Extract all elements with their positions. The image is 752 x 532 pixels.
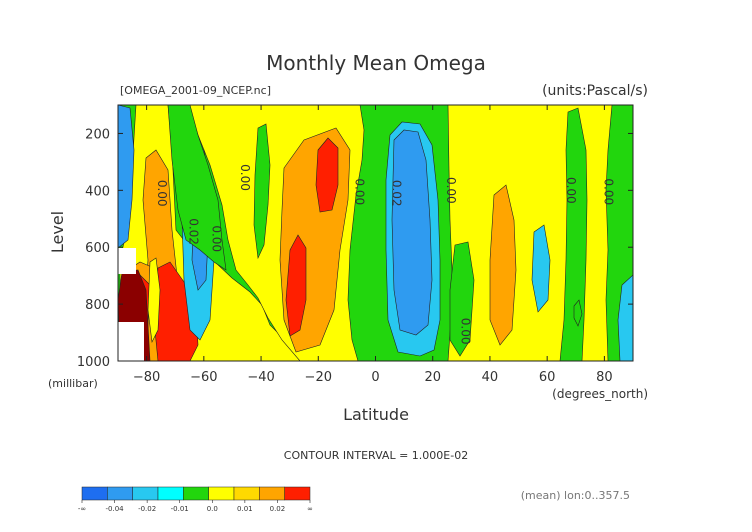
green-sliver-west — [253, 123, 271, 260]
missing-data-patch — [118, 248, 136, 274]
x-axis: −80 −60 −40 −20 0 20 40 60 80 — [133, 105, 613, 385]
x-tick-label: −80 — [133, 370, 160, 385]
x-tick-label: −60 — [190, 370, 217, 385]
chart-title: Monthly Mean Omega — [266, 51, 486, 75]
cyan-cell-pole — [617, 274, 633, 361]
x-unit-label: (degrees_north) — [552, 387, 648, 401]
colorbar-swatch — [233, 486, 260, 501]
y-tick-label: 1000 — [77, 355, 110, 370]
x-tick-label: 60 — [539, 370, 556, 385]
mean-label: (mean) lon:0..357.5 — [521, 489, 630, 502]
contour-label: 0.00 — [155, 180, 169, 207]
units-label: (units:Pascal/s) — [542, 83, 648, 99]
x-tick-label: 80 — [596, 370, 613, 385]
x-tick-label: −40 — [247, 370, 274, 385]
colorbar-label: ∞ — [307, 505, 313, 513]
x-tick-label: 20 — [424, 370, 441, 385]
contour-label: 0.02 — [187, 218, 201, 245]
colorbar-label: -0.02 — [138, 505, 156, 513]
green-column-south — [167, 105, 227, 271]
contour-label: 0.00 — [238, 164, 252, 191]
contour-label: 0.00 — [601, 178, 615, 205]
contour-label: 0.00 — [209, 225, 223, 252]
y-axis-title: Level — [48, 211, 67, 253]
green-speck-north — [573, 299, 583, 327]
contour-labels: 0.00 0.02 0.00 0.00 0.00 0.02 0.00 0.00 0.00 0.00 — [155, 164, 615, 344]
y-tick-label: 800 — [85, 298, 110, 313]
red-cell-low — [285, 234, 307, 337]
orange-region-east — [489, 184, 517, 346]
y-unit-label: (millibar) — [48, 377, 98, 390]
cyan-cell-north — [531, 224, 551, 313]
red-cell-central — [315, 137, 339, 213]
y-tick-label: 600 — [85, 241, 110, 256]
colorbar-label: 0.02 — [270, 505, 286, 513]
colorbar-label: 0.0 — [207, 505, 218, 513]
colorbar-swatch — [208, 486, 235, 501]
colorbar-label: -0.01 — [171, 505, 189, 513]
colorbar: -∞ -0.04 -0.02 -0.01 0.0 0.01 0.02 ∞ — [78, 486, 313, 513]
contour-label: 0.00 — [352, 178, 366, 205]
y-tick-label: 400 — [85, 184, 110, 199]
green-blob-north — [449, 241, 475, 357]
x-tick-label: 40 — [482, 370, 499, 385]
contour-label: 0.02 — [390, 180, 404, 207]
green-band-east — [559, 107, 588, 361]
y-axis: 200 400 600 800 1000 — [77, 127, 633, 370]
colorbar-swatch — [284, 486, 311, 501]
x-axis-title: Latitude — [343, 405, 409, 424]
contour-label: 0.00 — [458, 318, 472, 345]
yellow-streak-west — [147, 257, 161, 344]
contour-label: 0.00 — [444, 177, 458, 204]
colorbar-swatch — [132, 486, 159, 501]
x-tick-label: 0 — [371, 370, 379, 385]
contour-label: 0.00 — [564, 177, 578, 204]
blue-region-west — [118, 105, 135, 249]
x-tick-label: −20 — [305, 370, 332, 385]
colorbar-label: 0.01 — [237, 505, 253, 513]
colorbar-swatch — [183, 486, 209, 501]
colorbar-label: -0.04 — [106, 505, 125, 513]
colorbar-swatch — [157, 486, 184, 501]
colorbar-label: -∞ — [78, 505, 86, 513]
missing-data-patch-lower — [118, 322, 144, 361]
contour-field — [118, 105, 633, 361]
y-tick-label: 200 — [85, 127, 110, 142]
colorbar-swatch — [81, 486, 108, 501]
contour-interval-label: CONTOUR INTERVAL = 1.000E-02 — [284, 449, 468, 462]
colorbar-swatch — [259, 486, 285, 501]
file-label: [OMEGA_2001-09_NCEP.nc] — [120, 84, 271, 97]
colorbar-swatch — [107, 486, 133, 501]
blue-region-equator — [391, 129, 433, 336]
